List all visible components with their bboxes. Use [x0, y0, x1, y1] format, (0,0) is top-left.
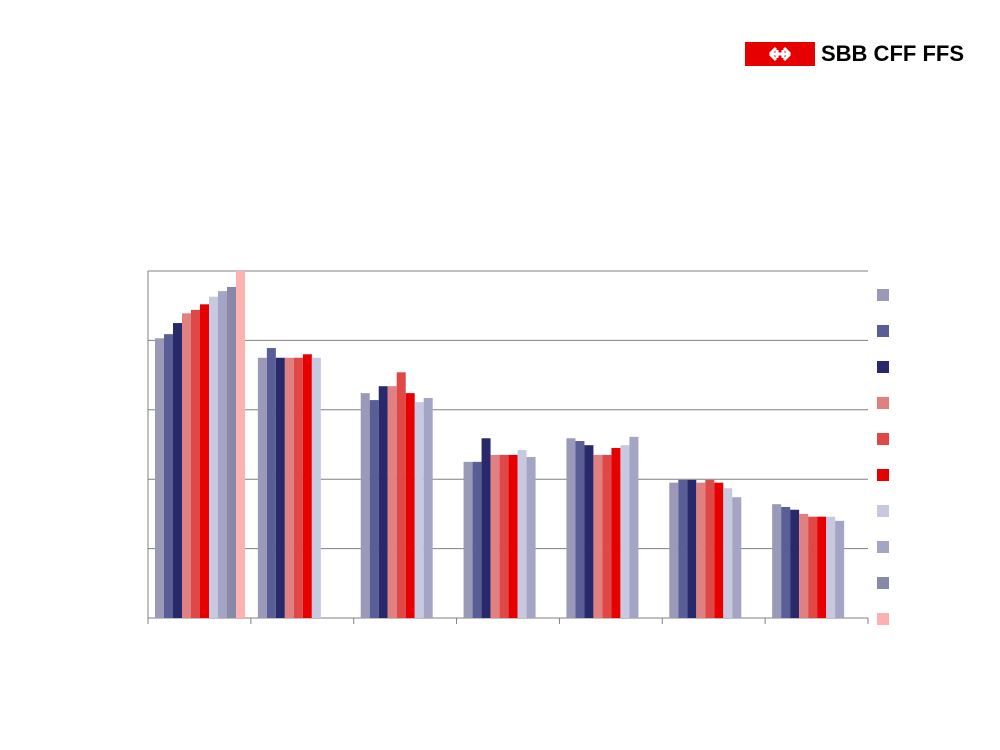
- bar: [808, 516, 818, 618]
- bar: [826, 516, 836, 618]
- legend-swatch: [877, 433, 889, 445]
- bar: [472, 461, 482, 618]
- bar: [293, 357, 303, 618]
- bar: [723, 488, 733, 618]
- bar: [611, 447, 621, 618]
- legend-swatch: [877, 577, 889, 589]
- bar: [772, 504, 782, 618]
- bar: [566, 438, 576, 618]
- legend-swatch: [877, 505, 889, 517]
- bar: [687, 479, 697, 618]
- bar: [423, 398, 433, 618]
- bar: [593, 454, 603, 618]
- bar: [481, 438, 491, 618]
- bar: [517, 450, 527, 618]
- bar: [378, 386, 388, 618]
- bar: [835, 520, 845, 618]
- bar: [781, 506, 791, 618]
- legend-swatch: [877, 325, 889, 337]
- bar: [360, 393, 370, 618]
- bar: [275, 357, 285, 618]
- bar: [369, 400, 379, 618]
- bar: [155, 338, 164, 618]
- bar: [414, 402, 424, 618]
- bar: [302, 354, 312, 618]
- bar: [200, 304, 209, 618]
- bar: [790, 509, 800, 618]
- bar: [164, 334, 173, 618]
- bar: [499, 454, 509, 618]
- legend-swatch: [877, 397, 889, 409]
- logo-text: SBB CFF FFS: [821, 41, 964, 66]
- bar: [669, 482, 679, 618]
- bar: [732, 497, 742, 618]
- bar: [311, 357, 321, 618]
- legend-swatch: [877, 361, 889, 373]
- bar: [173, 323, 182, 618]
- bar: [575, 441, 585, 618]
- legend-swatch: [877, 613, 889, 625]
- bar: [508, 454, 518, 618]
- bar: [490, 454, 500, 618]
- legend-swatch: [877, 289, 889, 301]
- bar: [405, 393, 415, 618]
- bar: [696, 482, 706, 618]
- logo: SBB CFF FFS: [745, 41, 964, 66]
- bar: [799, 513, 809, 618]
- bar: [209, 296, 218, 618]
- logo-arrows: [768, 46, 792, 62]
- bar: [284, 357, 294, 618]
- bar: [463, 461, 473, 618]
- bar: [620, 445, 630, 618]
- bar: [236, 271, 245, 618]
- bar: [227, 286, 236, 618]
- bar: [266, 348, 276, 618]
- bar: [182, 313, 191, 618]
- legend-swatch: [877, 541, 889, 553]
- bar: [714, 482, 724, 618]
- legend-swatch: [877, 469, 889, 481]
- bar: [602, 454, 612, 618]
- bar: [257, 357, 267, 618]
- bar: [584, 445, 594, 618]
- bar: [387, 386, 397, 618]
- bar: [396, 372, 406, 618]
- bar: [191, 309, 200, 618]
- bar: [678, 479, 688, 618]
- bar: [817, 516, 827, 618]
- bar: [629, 436, 639, 618]
- bar: [526, 456, 536, 618]
- bar: [705, 479, 715, 618]
- bar: [218, 291, 227, 618]
